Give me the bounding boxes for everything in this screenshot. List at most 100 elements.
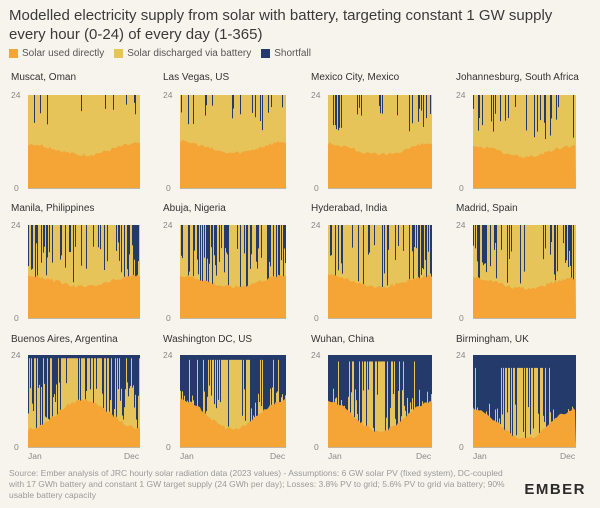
shortfall-bar	[188, 355, 189, 439]
shortfall-bar	[431, 355, 432, 395]
shortfall-bar	[264, 355, 265, 410]
shortfall-bar	[405, 355, 406, 411]
shortfall-bar	[135, 355, 136, 395]
shortfall-bar	[397, 95, 398, 116]
panel-title: Johannesburg, South Africa	[456, 72, 579, 83]
y-tick-label: 0	[166, 313, 171, 323]
panel-7: Madrid, Spain 24 0	[456, 203, 576, 323]
y-tick-label: 24	[11, 350, 21, 360]
shortfall-bar	[73, 225, 74, 283]
shortfall-bar	[528, 355, 529, 408]
shortfall-bar	[90, 355, 91, 390]
shortfall-bar	[246, 225, 247, 295]
shortfall-bar	[135, 95, 136, 115]
shortfall-bar	[202, 355, 203, 440]
y-tick-label: 0	[166, 183, 171, 193]
shortfall-bar	[31, 225, 32, 270]
shortfall-bar	[567, 355, 568, 443]
shortfall-bar	[267, 355, 268, 418]
shortfall-bar	[524, 225, 525, 272]
shortfall-bar	[414, 225, 415, 248]
panel-title: Abuja, Nigeria	[163, 203, 226, 214]
shortfall-bar	[419, 95, 420, 109]
shortfall-bar	[570, 355, 571, 419]
shortfall-bar	[487, 355, 488, 443]
panel-title: Birmingham, UK	[456, 334, 529, 345]
shortfall-bar	[86, 355, 87, 392]
shortfall-bar	[329, 355, 330, 443]
shortfall-bar	[100, 225, 101, 250]
shortfall-bar	[422, 355, 423, 402]
shortfall-bar	[216, 355, 217, 409]
shortfall-bar	[511, 225, 512, 252]
shortfall-bar	[219, 225, 220, 262]
shortfall-bar	[500, 95, 501, 122]
shortfall-bar	[59, 355, 60, 383]
shortfall-bar	[384, 225, 385, 274]
panel-5: Abuja, Nigeria 24 0	[163, 203, 286, 323]
direct-solar-area	[328, 142, 432, 188]
shortfall-bar	[220, 355, 221, 403]
shortfall-bar	[40, 95, 41, 114]
y-tick-label: 0	[314, 442, 319, 452]
y-tick-label: 24	[456, 90, 466, 100]
shortfall-bar	[269, 225, 270, 262]
shortfall-bar	[336, 95, 337, 130]
shortfall-bar	[413, 225, 414, 284]
shortfall-bar	[508, 95, 509, 119]
shortfall-bar	[185, 355, 186, 440]
panel-1: Las Vegas, US 24 0	[163, 72, 286, 193]
shortfall-bar	[135, 225, 136, 277]
shortfall-bar	[40, 355, 41, 426]
shortfall-bar	[206, 225, 207, 289]
shortfall-bar	[571, 225, 572, 281]
shortfall-bar	[276, 225, 277, 294]
shortfall-bar	[221, 225, 222, 249]
shortfall-bar	[396, 355, 397, 435]
shortfall-bar	[57, 355, 58, 421]
shortfall-bar	[242, 355, 243, 416]
shortfall-bar	[382, 95, 383, 114]
shortfall-bar	[561, 355, 562, 443]
shortfall-bar	[551, 355, 552, 443]
shortfall-bar	[134, 355, 135, 408]
shortfall-bar	[485, 355, 486, 443]
shortfall-bar	[565, 225, 566, 263]
shortfall-bar	[247, 225, 248, 289]
shortfall-bar	[545, 95, 546, 140]
shortfall-bar	[368, 355, 369, 390]
shortfall-bar	[137, 355, 138, 430]
shortfall-bar	[331, 355, 332, 406]
shortfall-bar	[418, 355, 419, 410]
shortfall-bar	[281, 355, 282, 398]
shortfall-bar	[556, 95, 557, 120]
shortfall-bar	[491, 95, 492, 122]
shortfall-bar	[420, 355, 421, 419]
shortfall-bar	[226, 225, 227, 253]
shortfall-bar	[573, 225, 574, 281]
shortfall-bar	[46, 225, 47, 276]
shortfall-bar	[267, 225, 268, 291]
shortfall-bar	[96, 355, 97, 389]
shortfall-band	[328, 355, 432, 362]
shortfall-bar	[48, 355, 49, 419]
shortfall-bar	[105, 95, 106, 109]
y-tick-label: 0	[314, 313, 319, 323]
y-tick-label: 0	[314, 183, 319, 193]
shortfall-bar	[419, 225, 420, 283]
shortfall-bar	[495, 95, 496, 114]
shortfall-bar	[347, 355, 348, 425]
shortfall-bar	[543, 355, 544, 416]
shortfall-bar	[272, 355, 273, 388]
shortfall-bar	[419, 355, 420, 390]
shortfall-bar	[427, 355, 428, 392]
shortfall-bar	[181, 95, 182, 113]
direct-solar-area	[180, 274, 286, 318]
shortfall-bar	[486, 225, 487, 273]
shortfall-bar	[214, 355, 215, 405]
shortfall-bar	[121, 225, 122, 273]
panel-8: Buenos Aires, Argentina 24 0 Jan Dec	[11, 334, 140, 461]
shortfall-bar	[198, 355, 199, 431]
shortfall-bar	[78, 355, 79, 407]
shortfall-bar	[263, 355, 264, 432]
